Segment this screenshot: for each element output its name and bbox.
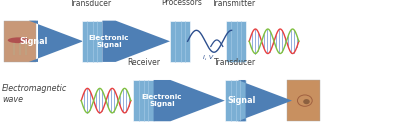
FancyBboxPatch shape — [82, 21, 102, 62]
Text: Transducer: Transducer — [214, 58, 256, 67]
FancyBboxPatch shape — [225, 80, 246, 121]
FancyBboxPatch shape — [226, 21, 246, 62]
FancyBboxPatch shape — [133, 80, 154, 121]
Text: Signal: Signal — [228, 96, 256, 105]
FancyBboxPatch shape — [287, 80, 320, 121]
Text: Electronic
Signal: Electronic Signal — [142, 94, 182, 107]
Text: I, V: I, V — [202, 55, 213, 61]
Text: Signal: Signal — [19, 37, 48, 46]
Text: Electromagnetic
wave: Electromagnetic wave — [2, 84, 67, 104]
FancyBboxPatch shape — [4, 21, 36, 62]
Ellipse shape — [303, 99, 310, 104]
Polygon shape — [102, 21, 170, 62]
Polygon shape — [29, 21, 83, 62]
Ellipse shape — [8, 37, 29, 43]
Polygon shape — [154, 80, 225, 121]
Text: Electronic
Processors: Electronic Processors — [161, 0, 202, 7]
Polygon shape — [238, 80, 292, 121]
Text: Receiver: Receiver — [128, 58, 160, 67]
Text: Transmitter: Transmitter — [212, 0, 256, 8]
Text: Electronic
Signal: Electronic Signal — [89, 35, 129, 47]
Text: Transducer: Transducer — [70, 0, 112, 8]
FancyBboxPatch shape — [170, 21, 190, 62]
